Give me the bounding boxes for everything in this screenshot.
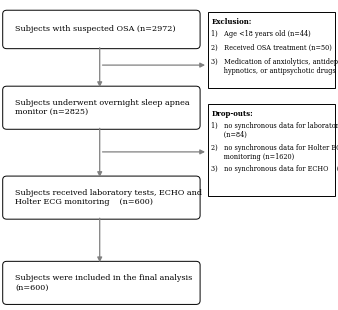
FancyBboxPatch shape [208, 104, 335, 196]
Text: Exclusion:: Exclusion: [211, 18, 251, 26]
Text: Subjects received laboratory tests, ECHO and
Holter ECG monitoring    (n=600): Subjects received laboratory tests, ECHO… [15, 189, 202, 206]
Text: Drop-outs:: Drop-outs: [211, 110, 253, 118]
Text: Subjects were included in the final analysis
(n=600): Subjects were included in the final anal… [15, 274, 192, 291]
Text: 3)   no synchronous data for ECHO    (n=521): 3) no synchronous data for ECHO (n=521) [211, 165, 338, 173]
Text: 1)   no synchronous data for laboratory tests
      (n=84): 1) no synchronous data for laboratory te… [211, 122, 338, 139]
Text: Subjects with suspected OSA (n=2972): Subjects with suspected OSA (n=2972) [15, 25, 176, 33]
FancyBboxPatch shape [3, 10, 200, 49]
Text: 2)   no synchronous data for Holter ECG
      monitoring (n=1620): 2) no synchronous data for Holter ECG mo… [211, 144, 338, 161]
Text: 3)   Medication of anxiolytics, antidepressants,
      hypnotics, or antipsychot: 3) Medication of anxiolytics, antidepres… [211, 58, 338, 75]
Text: Subjects underwent overnight sleep apnea
monitor (n=2825): Subjects underwent overnight sleep apnea… [15, 99, 190, 116]
Text: 2)   Received OSA treatment (n=50): 2) Received OSA treatment (n=50) [211, 44, 332, 52]
FancyBboxPatch shape [208, 12, 335, 88]
FancyBboxPatch shape [3, 176, 200, 219]
FancyBboxPatch shape [3, 261, 200, 304]
FancyBboxPatch shape [3, 86, 200, 129]
Text: 1)   Age <18 years old (n=44): 1) Age <18 years old (n=44) [211, 30, 311, 38]
